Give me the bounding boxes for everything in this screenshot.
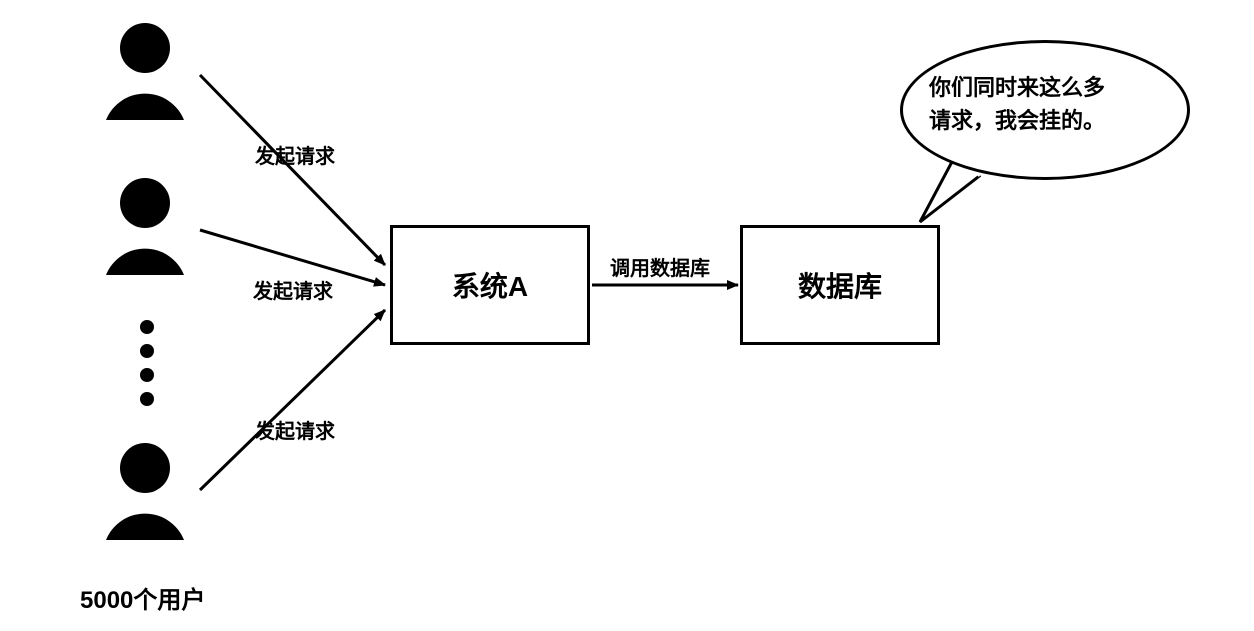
edge-label: 发起请求 <box>255 140 335 169</box>
edge-arrow <box>200 310 385 490</box>
edge-arrow <box>200 75 385 265</box>
edge-label: 发起请求 <box>253 275 333 304</box>
edge-label: 调用数据库 <box>610 252 710 281</box>
ellipsis-dot <box>140 392 154 406</box>
node-database: 数据库 <box>740 225 940 345</box>
speech-bubble-line2: 请求，我会挂的。 <box>929 104 1161 137</box>
speech-bubble-line1: 你们同时来这么多 <box>929 71 1161 104</box>
node-system-a-label: 系统A <box>452 265 528 305</box>
ellipsis-dot <box>140 320 154 334</box>
user-icon <box>100 440 190 540</box>
speech-bubble: 你们同时来这么多 请求，我会挂的。 <box>900 40 1190 180</box>
ellipsis-dot <box>140 368 154 382</box>
ellipsis-dot <box>140 344 154 358</box>
user-icon <box>100 20 190 120</box>
user-icon <box>100 175 190 275</box>
node-system-a: 系统A <box>390 225 590 345</box>
edge-label: 发起请求 <box>255 415 335 444</box>
diagram-canvas: 5000个用户 系统A 数据库 发起请求发起请求发起请求调用数据库 你们同时来这… <box>0 0 1254 631</box>
ellipsis-dots <box>140 320 154 406</box>
node-database-label: 数据库 <box>798 265 882 305</box>
users-count-label: 5000个用户 <box>80 580 205 615</box>
